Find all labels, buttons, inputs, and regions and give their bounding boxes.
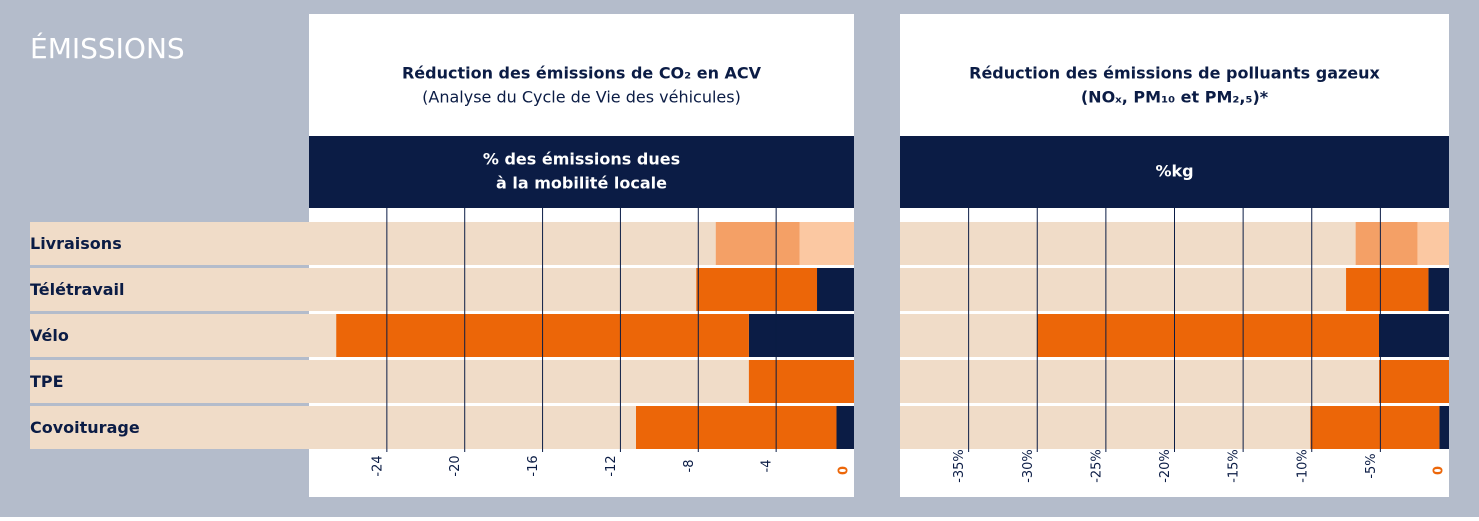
bar-segment <box>1379 360 1449 403</box>
axis-header <box>900 136 1449 208</box>
bar-segment <box>1379 314 1449 357</box>
x-tick-label: -5% <box>1364 453 1379 478</box>
x-tick-label: 0 <box>1432 466 1447 475</box>
x-tick-label: -10% <box>1295 449 1310 483</box>
x-tick-label: -24 <box>370 455 385 476</box>
x-tick-label: -12 <box>604 455 619 476</box>
axis-header <box>309 136 854 208</box>
x-tick-label: -8 <box>682 460 697 473</box>
bar-segment <box>1037 314 1380 357</box>
bar-segment <box>1417 222 1449 265</box>
bar-segment <box>748 360 854 403</box>
category-label: TPE <box>30 372 64 391</box>
row-band <box>30 360 309 403</box>
x-tick-label: -15% <box>1227 449 1242 483</box>
axis-title: %kg <box>1155 162 1193 181</box>
category-label: Covoiturage <box>30 418 140 437</box>
x-tick-label: -20 <box>448 455 463 476</box>
bar-segment <box>748 314 854 357</box>
axis-title: à la mobilité locale <box>496 174 667 193</box>
bar-segment <box>1310 406 1440 449</box>
bar-segment <box>817 268 854 311</box>
row-band <box>30 406 309 449</box>
x-tick-label: -30% <box>1021 449 1036 483</box>
bar-segment <box>1439 406 1449 449</box>
bar-segment <box>696 268 818 311</box>
bar-segment <box>715 222 800 265</box>
chart-subtitle: (Analyse du Cycle de Vie des véhicules) <box>422 88 741 107</box>
row-band <box>30 222 309 265</box>
bar-segment <box>836 406 854 449</box>
axis-title: % des émissions dues <box>483 150 680 169</box>
page-title: ÉMISSIONS <box>30 31 185 65</box>
x-tick-label: 0 <box>837 466 852 475</box>
bar-segment <box>1428 268 1449 311</box>
x-tick-label: -4 <box>760 460 775 473</box>
row-band <box>30 268 309 311</box>
chart-title: Réduction des émissions de polluants gaz… <box>969 64 1380 83</box>
row-band <box>30 314 309 357</box>
category-label: Vélo <box>30 326 69 345</box>
x-tick-label: -35% <box>952 449 967 483</box>
category-label: Télétravail <box>30 280 125 299</box>
chart-title: Réduction des émissions de CO₂ en ACV <box>402 64 762 83</box>
chart-title: (NOₓ, PM₁₀ et PM₂,₅)* <box>1081 88 1269 107</box>
x-tick-label: -25% <box>1089 449 1104 483</box>
category-label: Livraisons <box>30 234 122 253</box>
bar-segment <box>1346 268 1429 311</box>
bar-segment <box>1355 222 1418 265</box>
bar-segment <box>636 406 837 449</box>
bar-segment <box>799 222 854 265</box>
x-tick-label: -20% <box>1158 449 1173 483</box>
x-tick-label: -16 <box>526 455 541 476</box>
